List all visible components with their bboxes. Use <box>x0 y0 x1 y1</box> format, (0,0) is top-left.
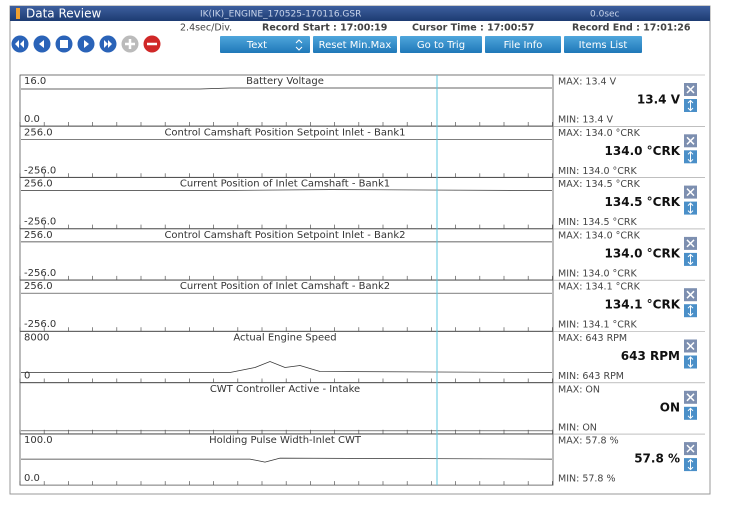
graph-area <box>19 177 554 230</box>
max-value: MAX: 643 RPM <box>558 333 627 344</box>
scale-max: 256.0 <box>24 127 53 138</box>
max-value: MAX: 134.1 °CRK <box>558 282 641 293</box>
min-value: MIN: 134.0 °CRK <box>558 166 638 177</box>
graph-area <box>19 279 554 332</box>
window-title: Data Review <box>26 7 101 21</box>
scale-min: 0.0 <box>24 473 40 484</box>
spinner <box>295 39 303 51</box>
signal-title: Current Position of Inlet Camshaft - Ban… <box>180 179 390 190</box>
scale-min: 0.0 <box>24 114 40 125</box>
signal-trace <box>21 457 553 463</box>
toolbar-button-label[interactable]: File Info <box>504 40 543 51</box>
title-bar <box>10 6 710 21</box>
toolbar-button[interactable] <box>400 36 482 53</box>
signal-title: CWT Controller Active - Intake <box>210 384 360 395</box>
current-value: 134.0 °CRK <box>605 246 681 260</box>
move-icon <box>687 356 694 368</box>
scale-min: -256.0 <box>24 165 56 176</box>
cursor-time: Cursor Time : 17:00:57 <box>412 23 534 34</box>
min-value: MIN: 643 RPM <box>558 371 624 382</box>
record-start: Record Start : 17:00:19 <box>262 23 387 34</box>
move-icon <box>687 253 694 266</box>
signal-trace <box>21 361 553 373</box>
current-value: ON <box>660 400 680 414</box>
max-value: MAX: ON <box>558 384 600 395</box>
min-value: MIN: 134.0 °CRK <box>558 268 638 279</box>
close-icon <box>686 444 695 453</box>
current-value: 57.8 % <box>634 452 680 466</box>
close-icon <box>686 136 695 145</box>
file-name: IK(IK)_ENGINE_170525-170116.GSR <box>200 10 361 20</box>
graph-area <box>19 331 554 383</box>
max-value: MAX: 134.5 °CRK <box>558 179 641 190</box>
close-icon <box>686 393 695 402</box>
max-value: MAX: 57.8 % <box>558 436 619 447</box>
graph-area <box>19 74 554 127</box>
signal-title: Actual Engine Speed <box>233 333 336 344</box>
toolbar-button-label[interactable]: Go to Trig <box>417 40 465 51</box>
move-icon <box>687 304 694 317</box>
move-icon <box>687 99 694 112</box>
current-value: 134.5 °CRK <box>605 195 681 209</box>
move-icon <box>687 407 694 420</box>
min-value: MIN: 134.5 °CRK <box>558 217 638 228</box>
graph-area <box>19 382 554 435</box>
graph-area <box>19 433 554 486</box>
signal-title: Current Position of Inlet Camshaft - Ban… <box>180 281 390 292</box>
scale-min: -256.0 <box>24 319 56 330</box>
toolbar-button[interactable] <box>220 36 310 53</box>
current-value: 643 RPM <box>621 349 680 363</box>
close-icon <box>686 85 695 94</box>
scale-max: 256.0 <box>24 179 53 190</box>
scale-max: 16.0 <box>24 76 46 87</box>
close-icon <box>686 239 695 248</box>
current-value: 134.0 °CRK <box>605 144 681 158</box>
scale-max: 100.0 <box>24 435 53 446</box>
scale-max: 256.0 <box>24 230 53 241</box>
elapsed-time: 0.0sec <box>590 10 620 20</box>
toolbar-button-label[interactable]: Items List <box>579 40 628 51</box>
toolbar-button[interactable] <box>564 36 642 53</box>
division: 2.4sec/Div. <box>180 23 232 34</box>
signal-title: Battery Voltage <box>246 76 324 87</box>
scale-max: 256.0 <box>24 281 53 292</box>
max-value: MAX: 13.4 V <box>558 77 617 88</box>
min-value: MIN: 134.1 °CRK <box>558 320 638 331</box>
signal-title: Control Camshaft Position Setpoint Inlet… <box>164 127 405 138</box>
button-icons <box>15 40 112 48</box>
toolbar-button-label[interactable]: Reset Min.Max <box>319 40 392 51</box>
toolbar-button-label[interactable]: Text <box>246 40 267 51</box>
scale-max: 8000 <box>24 333 49 344</box>
scale-min: -256.0 <box>24 217 56 228</box>
toolbar-button[interactable] <box>313 36 397 53</box>
signal-title: Holding Pulse Width-Inlet CWT <box>209 435 362 446</box>
graph-area <box>19 125 554 178</box>
app-icon <box>16 8 20 19</box>
scale-min: -256.0 <box>24 268 56 279</box>
signal-title: Control Camshaft Position Setpoint Inlet… <box>164 230 405 241</box>
button-icons <box>125 39 157 49</box>
signal-trace <box>21 87 552 90</box>
playback-buttons[interactable] <box>11 35 161 53</box>
close-icon <box>686 188 695 197</box>
min-value: MIN: 57.8 % <box>558 474 616 485</box>
record-end: Record End : 17:01:26 <box>572 23 691 34</box>
scale-min: 0 <box>24 371 30 382</box>
move-icon <box>687 458 694 471</box>
current-value: 13.4 V <box>637 93 681 107</box>
min-value: MIN: 13.4 V <box>558 115 613 126</box>
current-value: 134.1 °CRK <box>605 298 681 312</box>
move-icon <box>687 151 694 163</box>
max-value: MAX: 134.0 °CRK <box>558 128 641 139</box>
move-icon <box>687 202 694 214</box>
max-value: MAX: 134.0 °CRK <box>558 230 641 241</box>
min-value: MIN: ON <box>558 422 597 433</box>
signal-trace <box>21 189 553 191</box>
close-icon <box>686 341 695 351</box>
close-icon <box>686 290 695 299</box>
toolbar-button[interactable] <box>485 36 561 53</box>
